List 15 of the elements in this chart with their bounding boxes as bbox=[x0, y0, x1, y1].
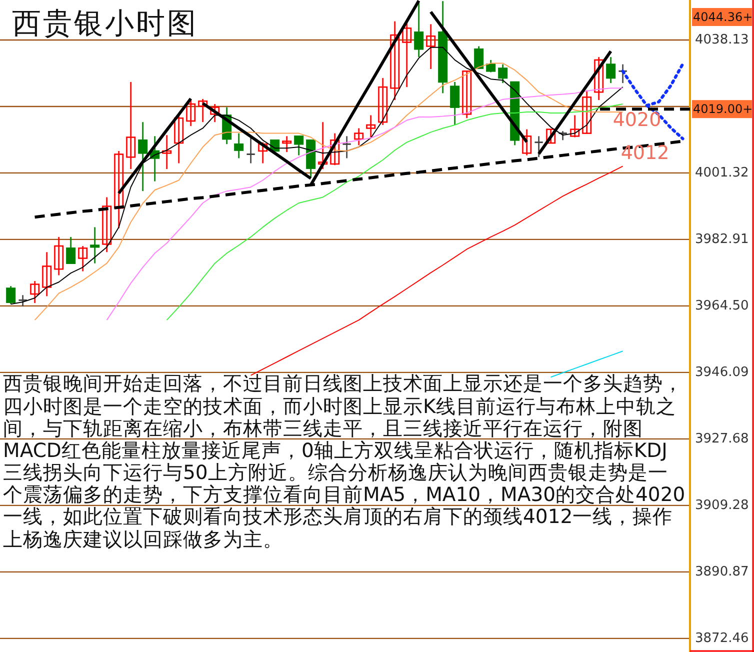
y-tick-label: 3872.46 bbox=[695, 630, 749, 646]
y-tick-label: 3890.87 bbox=[695, 564, 749, 580]
annotation: 4012 bbox=[620, 142, 670, 164]
annotation: 西贵银晚间开始走回落，不过目前日线图上技术面上显示还是一个多头趋势，四小时图是一个走空的技术面，而小时图上显示K线目前运行与布林上中轨之间，与下轨距离在缩小，布林带三线走平，且三线接近平行在运行，附图MACD红色能量柱放量接近尾声，0轴上方双线呈粘合状运行，随机指标KDJ三线拐头向下运行与50上方附近。综合分析杨逸庆认为晚间西贵银走势是一个震荡偏多的走势，下方支撑位看向目前MA5，MA10，MA30的交合处4020一线，如此位置下破则看向技术形态头肩顶的右肩下的颈线4012一线，操作上杨逸庆建议以回踩做多为主。 bbox=[3, 372, 686, 551]
y-tick-label: 3927.68 bbox=[695, 431, 749, 446]
y-tick-label: 3982.91 bbox=[695, 232, 749, 247]
annotation: 4020 bbox=[612, 109, 662, 131]
y-tick-label: 4038.13 bbox=[695, 32, 749, 48]
chart-title: 西贵银小时图 bbox=[12, 6, 198, 40]
y-tick-label: 3946.09 bbox=[695, 364, 749, 380]
price-box: 4019.00+ bbox=[692, 100, 753, 118]
price-box: 4044.36+ bbox=[692, 8, 753, 26]
y-tick-label: 4001.32 bbox=[695, 165, 749, 180]
y-tick-label: 3909.28 bbox=[695, 498, 749, 513]
y-tick-label: 3964.50 bbox=[695, 298, 749, 314]
